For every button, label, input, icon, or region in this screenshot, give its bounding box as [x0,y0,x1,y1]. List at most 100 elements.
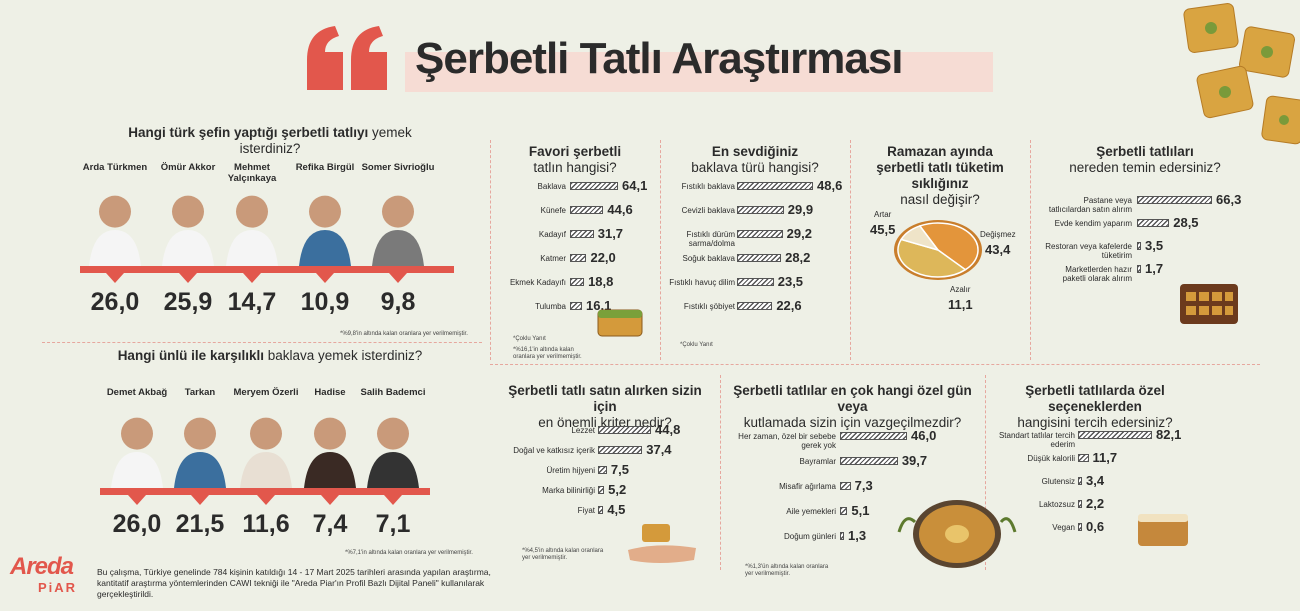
bar-category-label: Glutensiz [1041,477,1075,486]
bar [1078,477,1082,485]
pie-label-azalir: Azalır [950,285,971,294]
chefs-pointer [389,273,407,283]
panel3-title: Ramazan ayında şerbetli tatlı tüketim sık… [876,144,1004,207]
panel1-title: Favori şerbetli tatlın hangisi? [528,144,622,175]
bar-value-label: 22,6 [776,298,802,313]
celebs-photo [107,408,167,488]
bar [1137,242,1141,250]
bar [840,457,898,465]
bar-category-label: Kadayıf [538,230,566,239]
bar-category-label: Evde kendim yaparım [1054,219,1132,228]
bar [598,446,643,454]
panel6-note: *%1,3'ün altında kalan oranlara yer veri… [745,564,829,577]
bar [570,230,594,238]
bar [737,230,783,238]
bar [598,506,604,514]
chef-bar [80,266,454,273]
bar-value-label: 18,8 [588,274,614,289]
bar-category-label: Doğal ve katkısız içerik [513,446,595,455]
divider [490,140,491,360]
bar-value-label: 28,5 [1173,215,1199,230]
pie-value-artar: 45,5 [870,222,896,237]
areda-logo: Areda [10,553,74,580]
chefs-name: Refika Birgül [295,162,355,173]
chefs-photo [85,186,145,266]
bar-value-label: 22,0 [590,250,616,265]
celebs-pointer [384,495,402,505]
bar-category-label: Fiyat [577,506,595,515]
celebs-name: Demet Akbağ [106,387,168,398]
panel2-note: *Çoklu Yanıt [680,342,713,348]
bar [1137,219,1170,227]
bar-category-label: Doğum günleri [783,532,836,541]
bar-category-label: Ekmek Kadayıfı [509,278,566,287]
pie-label-degismez: Değişmez [980,230,1016,239]
bar [598,426,651,434]
panel4-title: Şerbetli tatlıları nereden temin edersini… [1069,144,1221,175]
panel2-title: En sevdiğiniz baklava türü hangisi? [691,144,819,175]
dessert-slice-icon [1138,514,1188,546]
bar [840,507,848,515]
celebs-pointer [128,495,146,505]
bar-value-label: 44,6 [607,202,633,217]
bar-value-label: 3,4 [1086,473,1105,488]
divider [42,342,482,343]
bar-category-label: Üretim hijyeni [546,466,595,475]
chefs-value: 9,8 [380,288,416,316]
bar-category-label: Bayramlar [799,457,836,466]
bar-value-label: 7,5 [610,462,629,477]
bar [1078,454,1089,462]
celebs-value: 21,5 [175,510,225,538]
divider [1030,140,1031,360]
chefs-value: 25,9 [163,288,213,316]
bar-value-label: 28,2 [785,250,811,265]
panel6-title: Şerbetli tatlılar en çok hangi özel gün … [733,383,972,430]
chefs-name: Arda Türkmen [82,162,148,173]
celeb-bar [100,488,430,495]
bar-value-label: 16,1 [586,298,612,313]
chefs-name: Ömür Akkor [160,162,216,173]
chefs-photo [222,186,282,266]
bar [737,278,774,286]
divider [720,375,721,570]
bar-value-label: 29,9 [787,202,814,217]
pie-slice-artar [918,222,979,271]
celebs-value: 11,6 [242,510,290,538]
bar-value-label: 48,6 [817,178,843,193]
celebs-pointer [257,495,275,505]
bar-category-label: Standart tatlılar tercih ederim [998,431,1075,449]
chefs-pointer [179,273,197,283]
panel5-title: Şerbetli tatlı satın alırken sizin için e… [508,383,702,430]
bar-value-label: 23,5 [777,274,804,289]
divider [985,375,986,570]
bar-category-label: Düşük kalorili [1027,454,1075,463]
bar-value-label: 39,7 [901,453,928,468]
bar-value-label: 46,0 [911,428,937,443]
bar [737,254,782,262]
bar-category-label: Fıstıklı dürüm sarma/dolma [686,230,735,248]
bar-category-label: Katmer [540,254,566,263]
pie-value-degismez: 43,4 [985,242,1011,257]
celebs-name: Salih Bademci [360,387,426,398]
bar-value-label: 3,5 [1145,238,1164,253]
bar [570,182,618,190]
panel1-note: *%16,1'in altında kalan oranlara yer ver… [513,347,582,360]
piar-logo: PiAR [38,580,78,595]
bar-category-label: Fıstıklı şöbiyet [683,302,735,311]
bar-value-label: 5,2 [608,482,627,497]
bar [570,206,604,214]
pie-slice-azalir [900,225,940,252]
celeb-question: Hangi ünlü ile karşılıklı baklava yemek … [117,348,423,363]
chef-question: Hangi türk şefin yaptığı şerbetli tatlıy… [128,125,412,156]
panel5-note: *%4,5'in altında kalan oranlara yer veri… [522,548,604,561]
celebs-name: Tarkan [184,387,216,398]
bar-category-label: Soğuk baklava [682,254,735,263]
divider [850,140,851,360]
bar-value-label: 44,8 [655,422,681,437]
chefs-pointer [316,273,334,283]
chefs-pointer [243,273,261,283]
pie-value-azalir: 11,1 [948,297,973,312]
bar-category-label: Lezzet [571,426,595,435]
bar [1078,523,1082,531]
bar-value-label: 31,7 [597,226,624,241]
